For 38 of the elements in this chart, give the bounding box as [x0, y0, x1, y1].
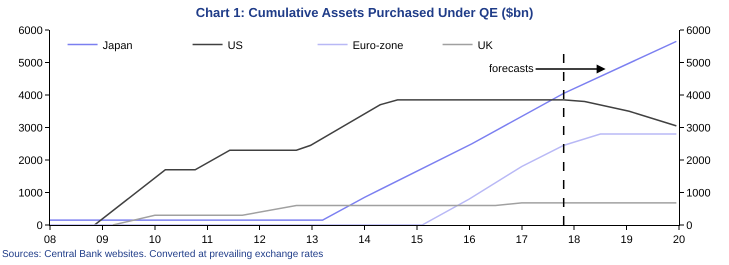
y2-tick-label: 6000	[686, 24, 711, 37]
x-tick-label: 11	[202, 234, 213, 246]
x-tick-label: 17	[516, 234, 528, 246]
x-tick-label: 15	[410, 234, 424, 246]
x-tick-label: 18	[568, 234, 580, 246]
x-tick-label: 10	[148, 234, 161, 246]
source-note: Sources: Central Bank websites. Converted at prevailing exchange rates	[2, 249, 324, 260]
y2-tick-label: 2000	[686, 154, 711, 167]
y-tick-label: 5000	[18, 57, 43, 70]
x-tick-label: 13	[306, 234, 318, 246]
x-tick-label: 16	[463, 234, 476, 246]
y-tick-label: 4000	[18, 90, 43, 102]
y2-tick-label: 3000	[686, 122, 711, 134]
x-tick-label: 20	[672, 234, 686, 246]
line-series	[50, 133, 678, 225]
x-tick-label: 08	[44, 234, 56, 246]
line-series	[94, 99, 678, 225]
x-tick-label: 14	[358, 234, 371, 246]
x-tick-label: 19	[620, 234, 633, 246]
legend-label: US	[228, 40, 243, 52]
x-tick-label: 12	[254, 234, 266, 246]
y-tick-label: 3000	[18, 122, 43, 134]
line-series	[50, 40, 678, 221]
legend-label: UK	[478, 40, 494, 52]
y-tick-label: 2000	[18, 154, 43, 167]
y2-tick-label: 0	[686, 220, 692, 232]
line-series	[112, 202, 678, 225]
legend-label: Japan	[102, 40, 133, 52]
legend-label: Euro-zone	[352, 40, 404, 52]
y-tick-label: 1000	[18, 187, 43, 200]
y-tick-label: 6000	[18, 24, 43, 37]
x-tick-label: 09	[96, 234, 109, 246]
y-tick-label: 0	[36, 220, 43, 232]
y2-tick-label: 4000	[686, 90, 711, 102]
chart-title: Chart 1: Cumulative Assets Purchased Under QE ($bn)	[196, 5, 534, 20]
ref-line-label: forecasts	[489, 63, 534, 75]
y2-tick-label: 5000	[686, 57, 711, 70]
y2-tick-label: 1000	[686, 187, 711, 200]
